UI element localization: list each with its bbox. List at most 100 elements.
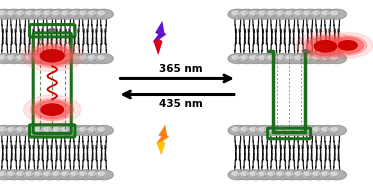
- Circle shape: [98, 11, 104, 15]
- Circle shape: [31, 54, 50, 64]
- Circle shape: [232, 11, 239, 15]
- Circle shape: [58, 9, 77, 19]
- Circle shape: [4, 125, 23, 135]
- Circle shape: [282, 170, 301, 180]
- Circle shape: [332, 37, 363, 53]
- Circle shape: [232, 127, 239, 131]
- Circle shape: [53, 127, 60, 131]
- Circle shape: [268, 11, 275, 15]
- Circle shape: [85, 9, 104, 19]
- Circle shape: [35, 127, 41, 131]
- Circle shape: [49, 125, 68, 135]
- Circle shape: [49, 29, 55, 32]
- Circle shape: [273, 54, 292, 64]
- Circle shape: [291, 9, 310, 19]
- Circle shape: [329, 36, 367, 55]
- Circle shape: [264, 54, 283, 64]
- Circle shape: [0, 9, 14, 19]
- Circle shape: [13, 170, 32, 180]
- Circle shape: [98, 56, 104, 59]
- Circle shape: [89, 127, 95, 131]
- Circle shape: [300, 170, 319, 180]
- Circle shape: [40, 9, 59, 19]
- Circle shape: [303, 50, 307, 52]
- Circle shape: [309, 170, 328, 180]
- Circle shape: [35, 172, 41, 175]
- Circle shape: [277, 127, 284, 131]
- Circle shape: [4, 9, 23, 19]
- Circle shape: [309, 54, 328, 64]
- Circle shape: [241, 11, 248, 15]
- Circle shape: [307, 37, 344, 56]
- Circle shape: [282, 54, 301, 64]
- Circle shape: [49, 9, 68, 19]
- Circle shape: [40, 50, 64, 62]
- Circle shape: [49, 54, 68, 64]
- Circle shape: [17, 56, 23, 59]
- Polygon shape: [153, 21, 166, 55]
- Circle shape: [250, 172, 257, 175]
- Circle shape: [0, 172, 6, 175]
- Circle shape: [228, 54, 248, 64]
- Circle shape: [304, 127, 311, 131]
- Circle shape: [26, 127, 32, 131]
- Circle shape: [26, 172, 32, 175]
- Circle shape: [309, 125, 328, 135]
- Circle shape: [313, 11, 320, 15]
- Circle shape: [327, 54, 347, 64]
- Circle shape: [22, 54, 41, 64]
- Circle shape: [304, 172, 311, 175]
- Circle shape: [94, 54, 113, 64]
- Circle shape: [232, 172, 239, 175]
- Circle shape: [314, 41, 336, 52]
- Circle shape: [80, 172, 87, 175]
- Circle shape: [241, 172, 248, 175]
- Circle shape: [277, 56, 284, 59]
- Circle shape: [62, 127, 69, 131]
- Circle shape: [255, 170, 275, 180]
- Circle shape: [71, 11, 78, 15]
- Circle shape: [98, 172, 104, 175]
- Circle shape: [331, 11, 338, 15]
- Circle shape: [62, 11, 69, 15]
- Circle shape: [286, 127, 293, 131]
- Circle shape: [21, 40, 83, 71]
- Circle shape: [13, 54, 32, 64]
- Circle shape: [71, 127, 78, 131]
- Circle shape: [85, 125, 104, 135]
- Circle shape: [13, 9, 32, 19]
- Circle shape: [304, 56, 311, 59]
- Circle shape: [67, 9, 86, 19]
- Polygon shape: [153, 40, 162, 55]
- Circle shape: [67, 54, 86, 64]
- Circle shape: [268, 127, 275, 131]
- Circle shape: [53, 56, 60, 59]
- Circle shape: [35, 11, 41, 15]
- Circle shape: [322, 56, 329, 59]
- Circle shape: [80, 56, 87, 59]
- Circle shape: [241, 127, 248, 131]
- Circle shape: [0, 127, 6, 131]
- Circle shape: [232, 56, 239, 59]
- Circle shape: [273, 170, 292, 180]
- Bar: [34, 34, 71, 132]
- Circle shape: [58, 125, 77, 135]
- Circle shape: [268, 172, 275, 175]
- Circle shape: [303, 35, 348, 58]
- Circle shape: [255, 125, 275, 135]
- Circle shape: [35, 56, 41, 59]
- Circle shape: [0, 125, 14, 135]
- Circle shape: [282, 9, 301, 19]
- Circle shape: [304, 11, 311, 15]
- Circle shape: [67, 125, 86, 135]
- Circle shape: [338, 41, 357, 50]
- Circle shape: [34, 101, 70, 119]
- Circle shape: [76, 54, 95, 64]
- Circle shape: [246, 170, 266, 180]
- Circle shape: [318, 54, 337, 64]
- Circle shape: [44, 172, 51, 175]
- Circle shape: [44, 56, 51, 59]
- Circle shape: [327, 9, 347, 19]
- Circle shape: [44, 11, 51, 15]
- Circle shape: [300, 125, 319, 135]
